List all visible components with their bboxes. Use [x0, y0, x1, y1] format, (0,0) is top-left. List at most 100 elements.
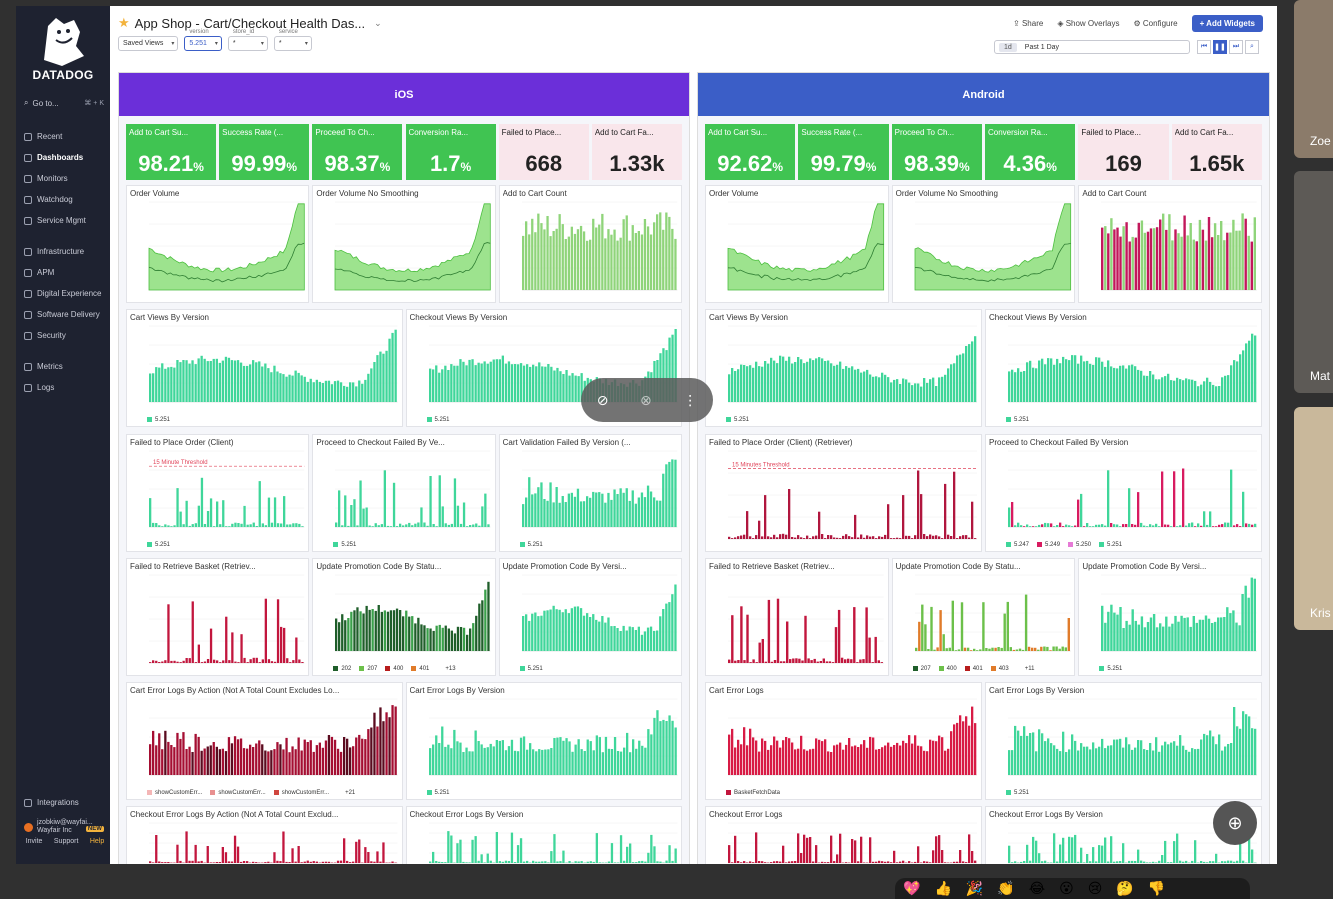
reaction-button[interactable]: 👎: [1147, 880, 1166, 896]
legend-item[interactable]: showCustomErr...: [210, 790, 265, 796]
widget[interactable]: Cart Error Logs BasketFetchData: [705, 682, 982, 800]
chevron-down-icon[interactable]: ⌄: [374, 17, 382, 28]
version-variable[interactable]: version 5.251 ▾: [184, 29, 222, 51]
show-overlays-button[interactable]: ◈ Show Overlays: [1057, 19, 1120, 28]
widget[interactable]: Failed to Retrieve Basket (Retriev...: [126, 558, 310, 676]
legend-item[interactable]: 5.250: [1068, 542, 1091, 548]
group-header[interactable]: iOS: [119, 73, 689, 116]
legend-item[interactable]: 5.251: [427, 417, 450, 423]
legend-item[interactable]: 5.251: [333, 542, 356, 548]
legend-item[interactable]: 5.251: [1006, 790, 1029, 796]
widget[interactable]: Failed to Place Order (Client) (Retrieve…: [705, 434, 982, 552]
legend-item[interactable]: showCustomErr...: [274, 790, 329, 796]
dashboard-title[interactable]: ★ App Shop - Cart/Checkout Health Das...…: [118, 15, 382, 31]
nav-service-mgmt[interactable]: Service Mgmt: [24, 210, 106, 231]
reaction-button[interactable]: 💖: [903, 880, 921, 896]
legend-item[interactable]: showCustomErr...: [147, 790, 202, 796]
legend-item[interactable]: 5.251: [147, 542, 170, 548]
query-value-widget[interactable]: Proceed To Ch... 98.37%: [312, 124, 403, 180]
nav-recent[interactable]: Recent: [24, 126, 106, 147]
pause-icon[interactable]: ❚❚: [1213, 40, 1227, 54]
widget[interactable]: Update Promotion Code By Versi... 5.251: [1078, 558, 1262, 676]
widget[interactable]: Proceed to Checkout Failed By Version 5.2…: [985, 434, 1262, 552]
zoom-in-icon[interactable]: ⊕: [1213, 801, 1257, 845]
nav-software-delivery[interactable]: Software Delivery: [24, 304, 106, 325]
support-button[interactable]: Support: [53, 838, 79, 845]
widget[interactable]: Cart Validation Failed By Version (... 5.…: [498, 434, 682, 552]
query-value-widget[interactable]: Add to Cart Su... 98.21%: [126, 124, 217, 180]
time-picker[interactable]: 1d Past 1 Day: [994, 40, 1190, 54]
legend-item[interactable]: 5.251: [1006, 417, 1029, 423]
legend-item[interactable]: 401: [411, 666, 429, 672]
legend-item[interactable]: 202: [333, 666, 351, 672]
widget[interactable]: Order Volume: [705, 185, 889, 303]
add-widgets-button[interactable]: + Add Widgets: [1191, 15, 1263, 32]
participant-tile[interactable]: Zoe: [1294, 0, 1333, 158]
reaction-button[interactable]: 👍: [934, 880, 952, 896]
widget[interactable]: Cart Error Logs By Version 5.251: [985, 682, 1262, 800]
legend-item[interactable]: 5.247: [1006, 542, 1029, 548]
service-variable[interactable]: service * ▾: [273, 29, 312, 51]
widget[interactable]: Checkout Error Logs By Action (Not A Tot…: [126, 806, 403, 864]
store-id-variable[interactable]: store_id * ▾: [227, 29, 268, 51]
query-value-widget[interactable]: Proceed To Ch... 98.39%: [891, 124, 982, 180]
widget[interactable]: Update Promotion Code By Statu... 202 207 4…: [312, 558, 496, 676]
widget[interactable]: Cart Views By Version 5.251: [705, 309, 982, 427]
reaction-button[interactable]: 🤔: [1116, 880, 1134, 896]
reaction-button[interactable]: 😂: [1028, 880, 1046, 896]
nav-watchdog[interactable]: Watchdog: [24, 189, 106, 210]
nav-apm[interactable]: APM: [24, 262, 106, 283]
query-value-widget[interactable]: Failed to Place... 169: [1078, 124, 1169, 180]
widget[interactable]: Order Volume No Smoothing: [891, 185, 1076, 303]
legend-item[interactable]: 5.251: [147, 417, 170, 423]
favorite-star-icon[interactable]: ★: [118, 15, 130, 30]
widget[interactable]: Cart Error Logs By Version 5.251: [405, 682, 682, 800]
legend-item[interactable]: 5.251: [520, 542, 543, 548]
forward-icon[interactable]: ⏭: [1229, 40, 1243, 54]
legend-item[interactable]: +13: [437, 666, 455, 672]
query-value-widget[interactable]: Add to Cart Su... 92.62%: [705, 124, 796, 180]
legend-item[interactable]: 5.251: [726, 417, 749, 423]
legend-item[interactable]: 5.251: [1099, 542, 1122, 548]
reaction-button[interactable]: 😢: [1087, 880, 1103, 896]
participant-tile[interactable]: Mat: [1294, 171, 1333, 393]
nav-monitors[interactable]: Monitors: [24, 168, 106, 189]
user-menu[interactable]: jzobkiw@wayfai... Wayfair Inc: [24, 819, 106, 835]
legend-item[interactable]: 5.251: [427, 790, 450, 796]
datadog-logo-icon[interactable]: [34, 12, 90, 70]
widget[interactable]: Cart Error Logs By Action (Not A Total C…: [126, 682, 403, 800]
legend-item[interactable]: 5.249: [1037, 542, 1060, 548]
reaction-button[interactable]: 👏: [997, 880, 1015, 896]
widget[interactable]: Checkout Error Logs: [705, 806, 982, 864]
widget[interactable]: Checkout Views By Version 5.251: [985, 309, 1262, 427]
more-options-icon[interactable]: ⋮: [683, 391, 698, 408]
invite-button[interactable]: Invite: [25, 838, 43, 845]
legend-item[interactable]: BasketFetchData: [726, 790, 780, 796]
legend-item[interactable]: 400: [385, 666, 403, 672]
query-value-widget[interactable]: Add to Cart Fa... 1.33k: [591, 124, 682, 180]
nav-infrastructure[interactable]: Infrastructure: [24, 241, 106, 262]
goto-search[interactable]: ⌕ Go to... ⌘ + K: [24, 96, 104, 110]
legend-item[interactable]: +21: [337, 790, 355, 796]
query-value-widget[interactable]: Success Rate (... 99.99%: [219, 124, 310, 180]
query-value-widget[interactable]: Conversion Ra... 1.7%: [405, 124, 496, 180]
nav-security[interactable]: Security: [24, 325, 106, 346]
legend-item[interactable]: 5.251: [1099, 666, 1122, 672]
nav-dashboards[interactable]: Dashboards: [24, 147, 106, 168]
reaction-button[interactable]: 🎉: [965, 880, 984, 896]
group-header[interactable]: Android: [698, 73, 1269, 116]
zoom-search-icon[interactable]: ⌕: [1245, 40, 1259, 54]
legend-item[interactable]: 401: [965, 666, 983, 672]
rewind-icon[interactable]: ⏮: [1197, 40, 1211, 54]
widget[interactable]: Update Promotion Code By Versi... 5.251: [498, 558, 682, 676]
query-value-widget[interactable]: Add to Cart Fa... 1.65k: [1171, 124, 1262, 180]
query-value-widget[interactable]: Failed to Place... 668: [498, 124, 589, 180]
widget[interactable]: Failed to Retrieve Basket (Retriev...: [705, 558, 889, 676]
query-value-widget[interactable]: Conversion Ra... 4.36%: [985, 124, 1076, 180]
saved-views-select[interactable]: Saved Views ▾: [118, 36, 179, 51]
widget[interactable]: Proceed to Checkout Failed By Ve... 5.251: [312, 434, 496, 552]
configure-button[interactable]: ⚙ Configure: [1133, 19, 1178, 28]
widget[interactable]: Order Volume No Smoothing: [312, 185, 496, 303]
legend-item[interactable]: +11: [1017, 666, 1035, 672]
audio-off-icon[interactable]: ⊗: [639, 391, 652, 408]
